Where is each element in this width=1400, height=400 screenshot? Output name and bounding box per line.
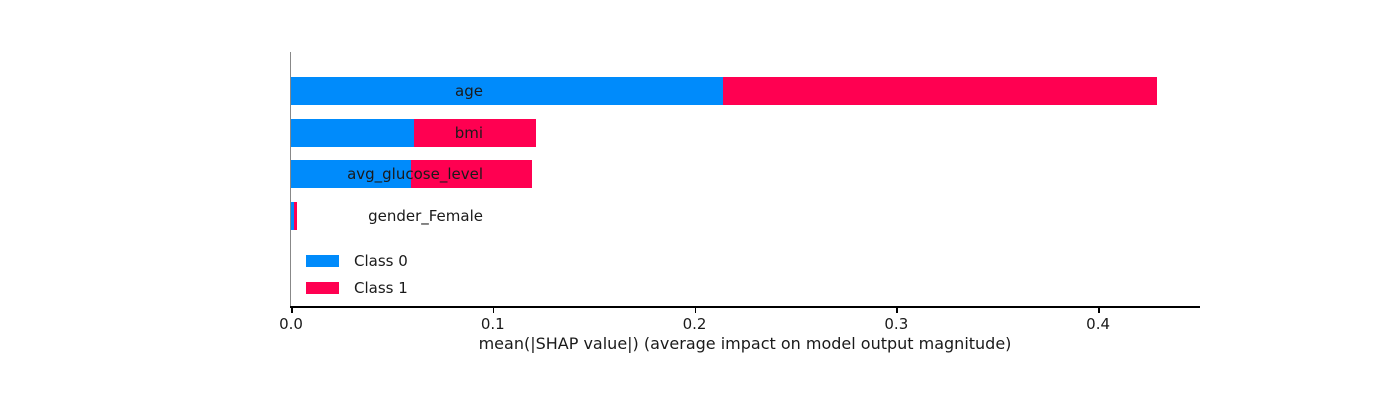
bar-segment-age-class1 [722,77,1157,105]
bar-segment-avg_glucose_level-class1 [411,160,532,189]
y-axis-label-avg_glucose_level: avg_glucose_level [347,165,483,184]
legend-label-class0: Class 0 [354,251,408,270]
y-axis-label-bmi: bmi [454,123,483,142]
x-tick-mark-0.0 [291,308,293,313]
legend-entry-class0: Class 0 [306,247,408,274]
bar-segment-gender_Female-class0 [291,202,295,230]
x-tick-label-0.1: 0.1 [480,315,505,333]
y-axis-spine [290,52,291,307]
y-axis-label-gender_Female: gender_Female [368,207,483,225]
x-tick-label-0.4: 0.4 [1086,315,1111,333]
x-tick-mark-0.1 [492,308,495,313]
x-tick-label-0.3: 0.3 [884,315,909,333]
y-axis-label-age: age [455,82,483,100]
bar-segment-avg_glucose_level-class0 [291,160,412,189]
bar-segment-bmi-class1 [413,118,537,147]
x-axis-spine [290,306,1200,308]
x-tick-mark-0.3 [896,308,898,313]
legend-label-class1: Class 1 [354,278,408,297]
bar-segment-bmi-class0 [291,118,414,147]
bar-segment-gender_Female-class1 [294,202,297,230]
x-tick-label-0.0: 0.0 [279,315,303,333]
class1-color-swatch [306,281,339,294]
bar-segment-age-class0 [291,77,723,105]
x-tick-mark-0.4 [1098,308,1100,313]
plot-area: 0.0 0.1 0.2 0.3 0.4 Class 0 Class 1 [279,52,1200,333]
legend-entry-class1: Class 1 [306,274,408,301]
class0-color-swatch [306,254,339,267]
x-tick-mark-0.2 [694,308,697,313]
x-axis-title: mean(|SHAP value|) (average impact on mo… [478,334,1012,353]
x-tick-label-0.2: 0.2 [682,315,707,333]
legend: Class 0 Class 1 [306,247,408,301]
